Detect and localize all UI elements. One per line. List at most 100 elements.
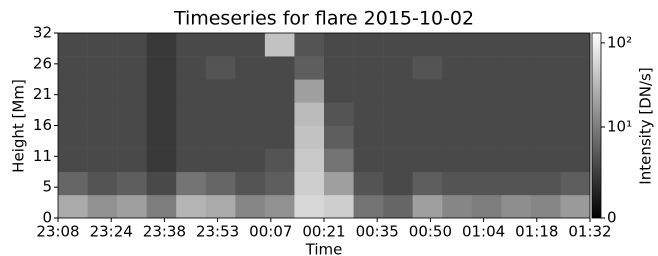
heatmap-cell <box>176 102 206 125</box>
heatmap-cell <box>235 149 265 172</box>
heatmap-cell <box>531 102 561 125</box>
heatmap-cell <box>442 195 472 218</box>
heatmap-cell <box>147 195 177 218</box>
heatmap-cell <box>117 79 147 102</box>
heatmap-cell <box>501 172 531 195</box>
heatmap-cell <box>58 149 88 172</box>
heatmap-cell <box>117 102 147 125</box>
heatmap-cell <box>88 149 118 172</box>
heatmap-cell <box>265 33 295 56</box>
heatmap-cell <box>501 102 531 125</box>
heatmap-cell <box>324 126 354 149</box>
heatmap-cell <box>472 79 502 102</box>
heatmap-cell <box>354 33 384 56</box>
heatmap-cell <box>176 149 206 172</box>
heatmap-cell <box>354 195 384 218</box>
heatmap-cell <box>206 33 236 56</box>
heatmap-cell <box>117 33 147 56</box>
x-tick-label: 00:35 <box>356 223 399 241</box>
heatmap-cell <box>472 33 502 56</box>
y-axis-label: Height [Mm] <box>10 79 28 173</box>
heatmap-cell <box>501 33 531 56</box>
heatmap-cell <box>324 149 354 172</box>
x-axis-label: Time <box>305 241 343 256</box>
heatmap-cell <box>324 56 354 79</box>
heatmap-cell <box>294 102 324 125</box>
heatmap-cell <box>354 79 384 102</box>
heatmap-cell <box>413 33 443 56</box>
heatmap-cell <box>324 33 354 56</box>
heatmap-cell <box>413 172 443 195</box>
heatmap-cell <box>265 172 295 195</box>
heatmap-cell <box>413 195 443 218</box>
heatmap-cell <box>88 102 118 125</box>
heatmap-cell <box>531 172 561 195</box>
heatmap-cell <box>560 126 590 149</box>
x-tick-label: 00:50 <box>409 223 452 241</box>
heatmap-cell <box>147 126 177 149</box>
heatmap-cell <box>383 102 413 125</box>
heatmap-cell <box>265 195 295 218</box>
heatmap-cell <box>560 33 590 56</box>
heatmap-cell <box>235 56 265 79</box>
heatmap-cell <box>235 195 265 218</box>
heatmap-cell <box>324 79 354 102</box>
heatmap-cell <box>501 56 531 79</box>
colorbar-tick-label: 10¹ <box>607 118 632 136</box>
heatmap-cell <box>147 172 177 195</box>
heatmap-cell <box>88 172 118 195</box>
heatmap-cell <box>531 79 561 102</box>
heatmap-cell <box>442 56 472 79</box>
heatmap-cell <box>531 195 561 218</box>
heatmap-cell <box>147 149 177 172</box>
x-tick-label: 00:07 <box>249 223 292 241</box>
heatmap-cell <box>294 33 324 56</box>
heatmap-cell <box>354 56 384 79</box>
heatmap-cell <box>413 126 443 149</box>
heatmap-cell <box>472 126 502 149</box>
heatmap-cell <box>235 126 265 149</box>
heatmap-cell <box>88 56 118 79</box>
chart: Timeseries for flare 2015-10-02 Height [… <box>0 0 658 256</box>
heatmap-cell <box>472 149 502 172</box>
heatmap-cell <box>88 79 118 102</box>
heatmap-cell <box>413 102 443 125</box>
heatmap-cell <box>58 79 88 102</box>
heatmap-cell <box>472 195 502 218</box>
x-tick-label: 01:18 <box>515 223 558 241</box>
heatmap-cell <box>560 149 590 172</box>
heatmap-cell <box>58 172 88 195</box>
heatmap-cell <box>531 126 561 149</box>
heatmap-cell <box>176 126 206 149</box>
heatmap-cell <box>147 102 177 125</box>
heatmap-cell <box>413 79 443 102</box>
heatmap-cell <box>147 79 177 102</box>
heatmap-cell <box>354 126 384 149</box>
heatmap-cell <box>354 102 384 125</box>
heatmap-cell <box>117 195 147 218</box>
heatmap-cell <box>294 172 324 195</box>
heatmap-cell <box>531 149 561 172</box>
heatmap <box>58 33 590 218</box>
heatmap-cell <box>501 126 531 149</box>
heatmap-cell <box>413 56 443 79</box>
colorbar-label: Intensity [DN/s] <box>637 67 655 184</box>
heatmap-cell <box>501 149 531 172</box>
heatmap-cell <box>442 172 472 195</box>
heatmap-cell <box>383 195 413 218</box>
colorbar-tick-label: 10² <box>607 33 632 51</box>
heatmap-cell <box>383 56 413 79</box>
heatmap-cell <box>206 56 236 79</box>
heatmap-cell <box>58 102 88 125</box>
heatmap-cell <box>383 33 413 56</box>
heatmap-cell <box>383 172 413 195</box>
y-tick-label: 26 <box>33 54 52 72</box>
heatmap-cell <box>235 79 265 102</box>
heatmap-cell <box>88 126 118 149</box>
heatmap-cell <box>472 102 502 125</box>
heatmap-cell <box>501 79 531 102</box>
y-tick-label: 32 <box>33 24 52 42</box>
colorbar-tick-label: 0 <box>607 209 617 227</box>
heatmap-cell <box>531 56 561 79</box>
y-tick-label: 0 <box>42 209 52 227</box>
